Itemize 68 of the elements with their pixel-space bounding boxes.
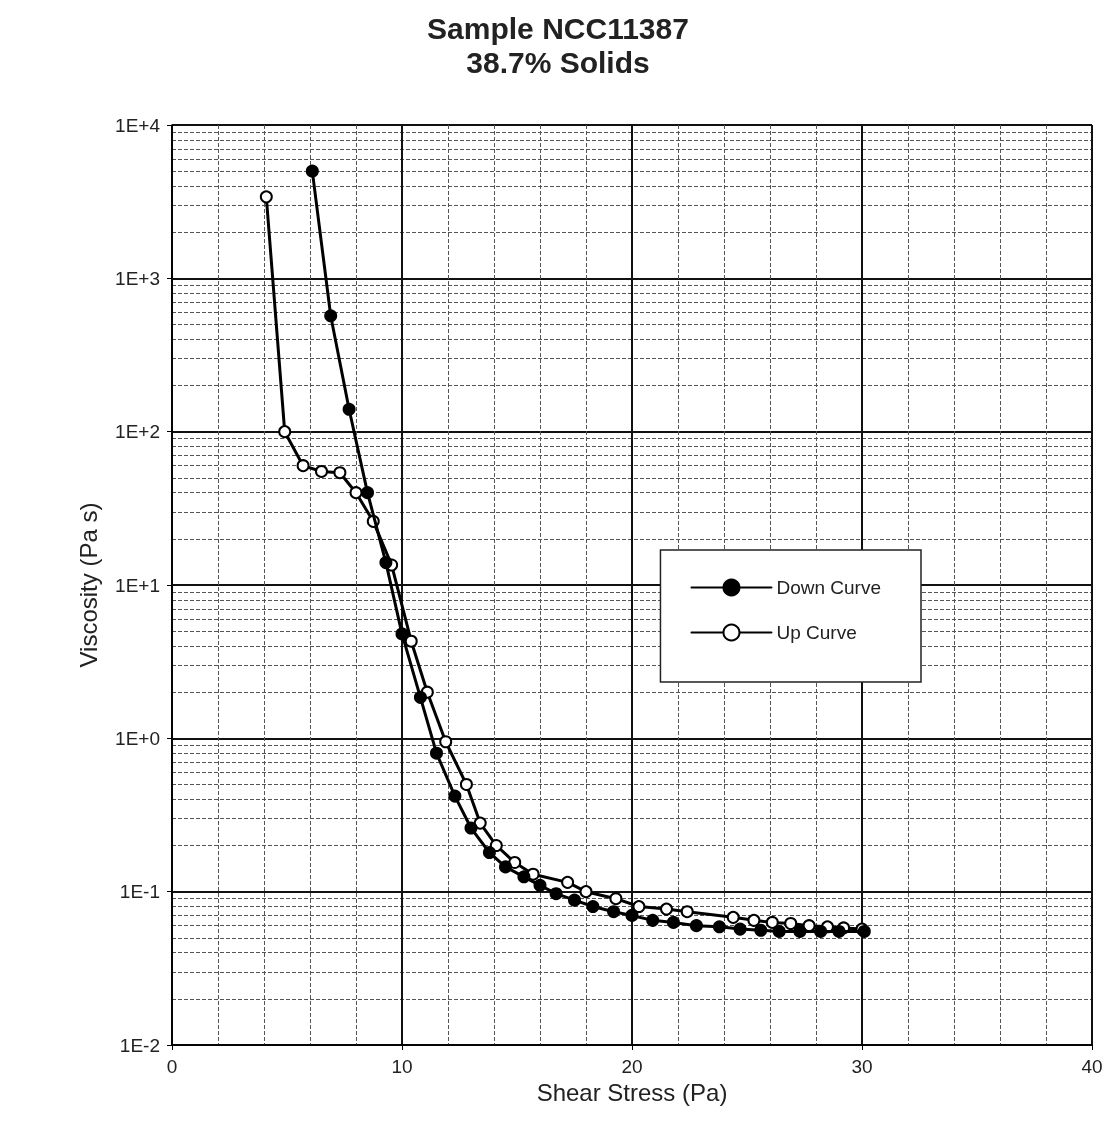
chart-subtitle: 38.7% Solids	[466, 45, 650, 79]
point	[568, 893, 581, 907]
legend-label: Down Curve	[776, 577, 882, 598]
x-axis-title: Shear Stress (Pa)	[536, 1079, 728, 1107]
point	[666, 915, 680, 929]
point	[607, 905, 621, 919]
chart-title: Sample NCC11387	[427, 11, 689, 45]
point	[549, 887, 563, 901]
point	[482, 846, 496, 860]
point	[561, 875, 575, 889]
point	[464, 821, 478, 835]
point	[814, 924, 828, 938]
point	[772, 924, 786, 938]
point	[404, 634, 418, 648]
point	[712, 920, 726, 934]
y-tick-label: 1E+1	[115, 574, 160, 596]
point	[609, 892, 623, 906]
point	[646, 913, 660, 927]
point	[680, 905, 694, 919]
point	[448, 789, 462, 803]
point	[747, 913, 761, 927]
y-tick-label: 1E-2	[119, 1034, 160, 1056]
x-tick-label: 30	[851, 1056, 873, 1077]
y-tick-label: 1E+4	[115, 114, 161, 136]
y-tick-label: 1E-1	[119, 881, 160, 903]
point	[333, 466, 347, 480]
point	[765, 915, 779, 929]
point	[473, 816, 487, 830]
point	[459, 777, 473, 791]
point	[660, 902, 673, 916]
y-tick-label: 1E+3	[115, 267, 160, 289]
point	[278, 425, 292, 439]
point	[259, 190, 273, 204]
point	[793, 924, 807, 938]
point	[625, 908, 639, 922]
x-tick-label: 10	[391, 1056, 413, 1077]
point	[733, 922, 747, 936]
point	[361, 486, 374, 500]
point	[315, 464, 328, 478]
point	[349, 486, 363, 500]
y-tick-label: 1E+0	[115, 727, 160, 749]
point	[499, 860, 512, 874]
point	[689, 919, 703, 933]
x-tick-label: 20	[621, 1056, 643, 1077]
point	[305, 164, 319, 178]
point	[413, 690, 427, 704]
x-tick-label: 40	[1081, 1056, 1103, 1077]
point	[324, 309, 338, 323]
point	[533, 878, 547, 892]
point	[784, 917, 798, 930]
point	[586, 900, 600, 914]
point	[517, 870, 531, 884]
point	[430, 746, 443, 760]
point	[342, 402, 356, 416]
point	[579, 885, 593, 899]
point	[726, 910, 740, 924]
point	[439, 735, 453, 749]
legend-label: Up Curve	[776, 622, 857, 643]
point	[379, 556, 393, 570]
y-tick-label: 1E+2	[115, 421, 160, 443]
point	[296, 459, 310, 473]
point	[508, 855, 522, 869]
point	[832, 924, 846, 938]
point	[754, 923, 768, 937]
point	[395, 627, 409, 641]
x-tick-label: 0	[166, 1056, 178, 1077]
point	[632, 900, 646, 914]
y-axis-title: Viscosity (Pa s)	[74, 502, 102, 668]
